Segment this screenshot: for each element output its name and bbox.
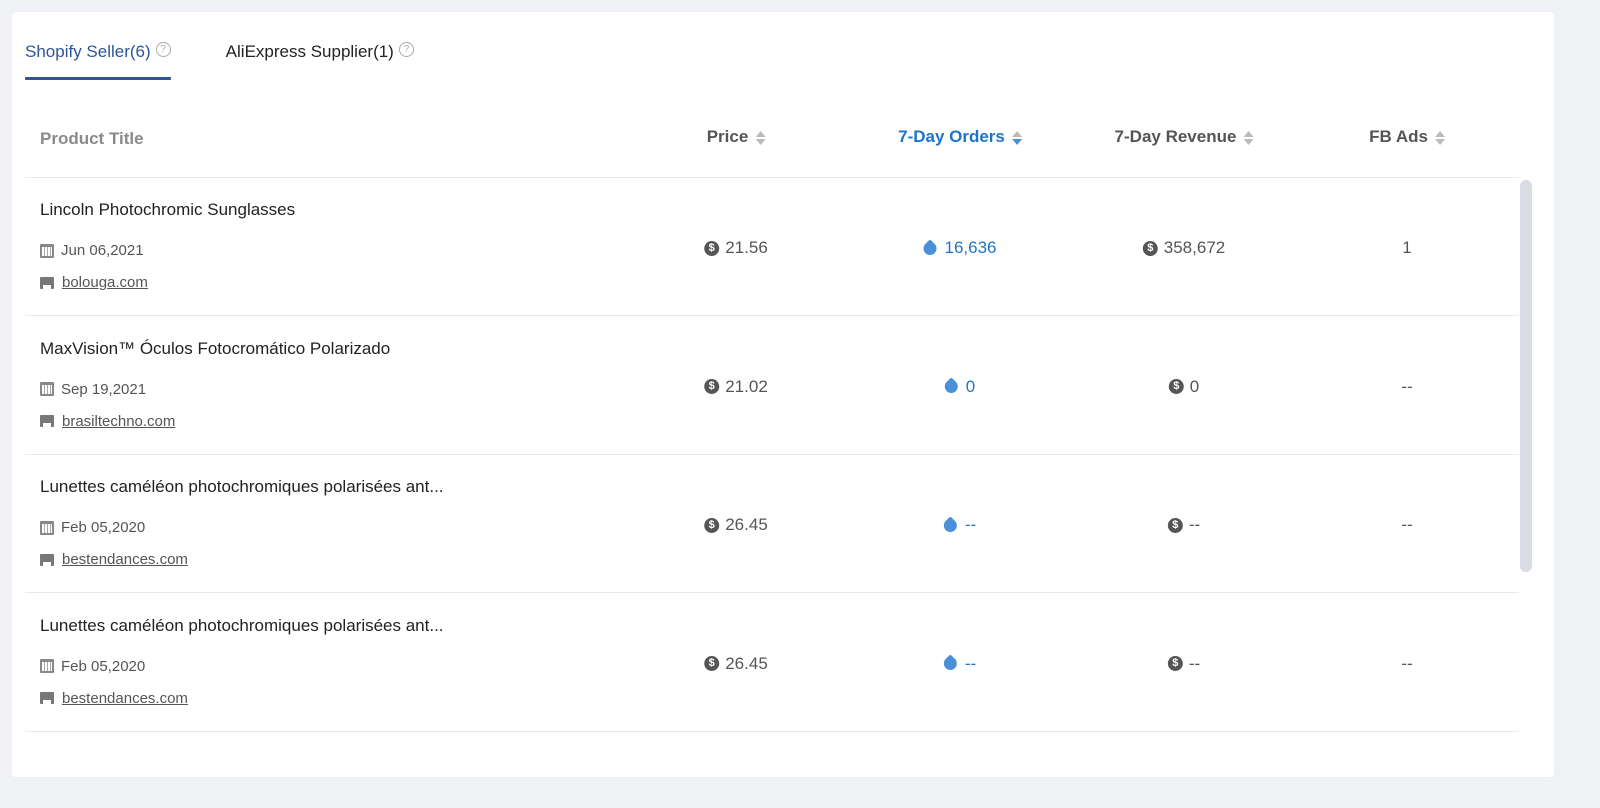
dollar-icon: $	[1168, 379, 1184, 394]
product-date: Feb 05,2020	[61, 657, 146, 675]
revenue-value: 358,672	[1163, 238, 1226, 257]
product-title[interactable]: Lincoln Photochromic Sunglasses	[40, 200, 296, 219]
help-icon[interactable]: ?	[398, 42, 414, 57]
sort-icon[interactable]	[1243, 130, 1254, 145]
orders-value: --	[964, 653, 977, 673]
orders-value: 16,636	[944, 238, 997, 257]
column-7-day-revenue[interactable]: 7-Day Revenue	[1115, 127, 1254, 147]
fb-ads-value: 1	[1402, 238, 1412, 257]
table-row[interactable]: MaxVision™ Óculos Fotocromático Polariza…	[25, 317, 1519, 455]
revenue-value: --	[1188, 515, 1201, 534]
dollar-icon: $	[704, 379, 720, 394]
table-header: Product Title Price 7-Day Orders 7-Day R…	[25, 107, 1519, 178]
tab-bar: Shopify Seller(6)? AliExpress Supplier(1…	[25, 42, 469, 80]
dollar-icon: $	[1167, 656, 1183, 671]
product-title[interactable]: Lunettes caméléon photochromiques polari…	[40, 477, 444, 496]
calendar-icon	[40, 520, 54, 535]
sort-icon[interactable]	[1011, 130, 1022, 145]
price-value: 21.02	[725, 376, 768, 396]
orders-value: 0	[965, 376, 976, 396]
sort-icon[interactable]	[755, 130, 766, 145]
price-value: 26.45	[725, 515, 768, 534]
tag-icon	[942, 377, 961, 396]
dollar-icon: $	[704, 656, 720, 671]
table-row[interactable]: Lincoln Photochromic Sunglasses Jun 06,2…	[25, 178, 1519, 316]
store-icon	[40, 692, 54, 704]
tag-icon	[920, 238, 940, 258]
column-fb-ads[interactable]: FB Ads	[1369, 127, 1445, 147]
store-icon	[40, 276, 54, 289]
tab-shopify-seller[interactable]: Shopify Seller(6)?	[25, 42, 171, 80]
fb-ads-value: --	[1401, 653, 1413, 673]
tag-icon	[941, 654, 960, 673]
product-date: Sep 19,2021	[61, 380, 147, 398]
dollar-icon: $	[1167, 517, 1183, 533]
help-icon[interactable]: ?	[155, 42, 171, 57]
tag-icon	[941, 515, 960, 535]
calendar-icon	[40, 243, 54, 258]
product-date: Feb 05,2020	[61, 519, 146, 536]
results-card: Shopify Seller(6)? AliExpress Supplier(1…	[12, 12, 1554, 777]
table-row[interactable]: Lunettes caméléon photochromiques polari…	[25, 594, 1519, 732]
store-icon	[40, 553, 54, 566]
dollar-icon: $	[704, 517, 720, 533]
tab-aliexpress-supplier[interactable]: AliExpress Supplier(1)?	[226, 42, 414, 80]
column-price[interactable]: Price	[707, 127, 766, 147]
table-row[interactable]: Lunettes caméléon photochromiques polari…	[25, 455, 1519, 593]
price-value: 26.45	[725, 653, 768, 673]
shop-link[interactable]: bolouga.com	[62, 274, 148, 291]
fb-ads-value: --	[1401, 376, 1413, 396]
fb-ads-value: --	[1401, 515, 1413, 534]
price-value: 21.56	[725, 238, 768, 257]
scrollbar[interactable]	[1520, 180, 1532, 572]
product-date: Jun 06,2021	[61, 242, 144, 259]
product-title[interactable]: MaxVision™ Óculos Fotocromático Polariza…	[40, 338, 391, 358]
shop-link[interactable]: bestendances.com	[62, 551, 188, 568]
revenue-value: --	[1188, 653, 1201, 673]
column-7-day-orders[interactable]: 7-Day Orders	[898, 127, 1022, 147]
sort-icon[interactable]	[1434, 130, 1445, 145]
column-product-title: Product Title	[40, 129, 144, 148]
orders-value: --	[964, 515, 977, 534]
product-title[interactable]: Lunettes caméléon photochromiques polari…	[40, 615, 444, 635]
shop-link[interactable]: brasiltechno.com	[62, 412, 176, 430]
store-icon	[40, 415, 54, 427]
shop-link[interactable]: bestendances.com	[62, 689, 188, 707]
calendar-icon	[40, 659, 54, 673]
calendar-icon	[40, 382, 54, 396]
revenue-value: 0	[1189, 376, 1200, 396]
dollar-icon: $	[1142, 240, 1158, 256]
dollar-icon: $	[704, 240, 720, 256]
